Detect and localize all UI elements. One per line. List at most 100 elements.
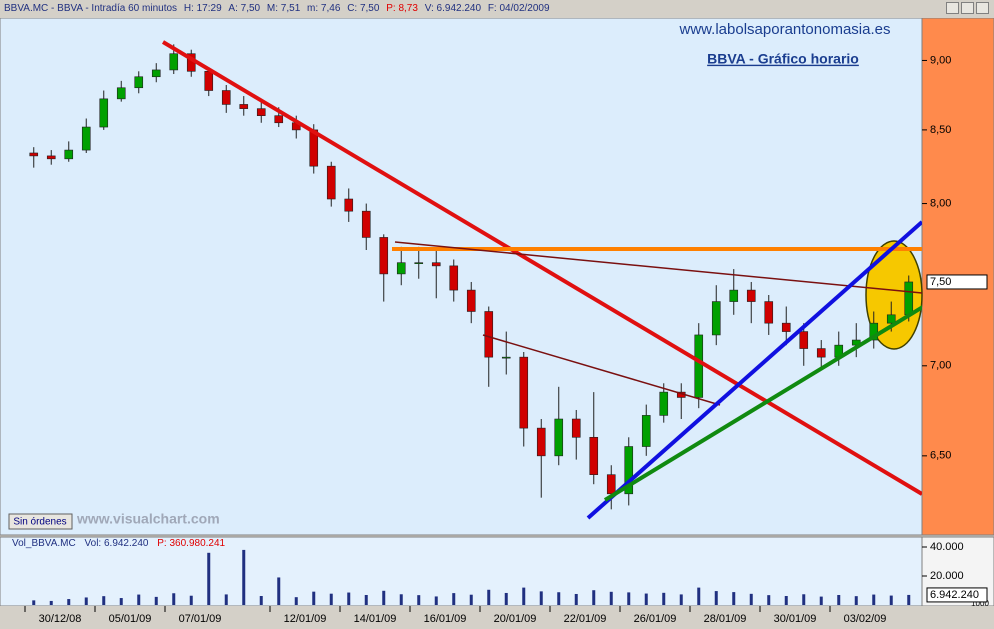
maximize-button[interactable] (961, 2, 974, 14)
x-tick-label: 07/01/09 (179, 613, 222, 625)
x-tick-label: 14/01/09 (354, 613, 397, 625)
volume-bar (714, 591, 718, 605)
volume-bar (697, 587, 701, 605)
header-bar: BBVA.MC - BBVA - Intradía 60 minutos H: … (0, 0, 994, 18)
x-tick-label: 28/01/09 (704, 613, 747, 625)
candle-body (256, 108, 266, 116)
volume-bar (119, 598, 123, 605)
volume-bar (67, 599, 71, 605)
y-tick-label: 40.000 (930, 541, 964, 553)
candle-body (519, 356, 529, 429)
volume-bar (819, 596, 823, 605)
volume-bar (382, 590, 386, 605)
trend-line (586, 220, 922, 520)
volume-bar (749, 593, 753, 605)
volume-bar (574, 593, 578, 605)
volume-bar (294, 597, 298, 605)
candle-body (326, 165, 336, 200)
volume-bar (347, 592, 351, 605)
volume-bar (242, 549, 246, 605)
x-tick-label: 16/01/09 (424, 613, 467, 625)
y-tick-label: 20.000 (930, 570, 964, 582)
volume-bar (277, 577, 281, 605)
candle-body (274, 115, 284, 124)
candle-body (764, 301, 774, 324)
candle-body (886, 314, 896, 324)
watermark-vendor: www.visualchart.com (76, 511, 220, 527)
volume-bar (732, 592, 736, 605)
trend-line (394, 241, 922, 294)
volume-scale: 1000 (971, 599, 989, 608)
candle-body (151, 69, 161, 78)
volume-bar (32, 600, 36, 605)
trend-line (603, 305, 922, 502)
watermark-site: www.labolsaporantonomasia.es (679, 21, 891, 38)
candle-body (484, 311, 494, 358)
minimize-button[interactable] (946, 2, 959, 14)
candle-body (799, 331, 809, 349)
volume-bar (259, 596, 263, 605)
volume-bar (592, 590, 596, 605)
x-tick-label: 22/01/09 (564, 613, 607, 625)
candle-body (361, 210, 371, 238)
volume-bar (889, 595, 893, 605)
volume-bar (137, 594, 141, 605)
trend-line (161, 40, 922, 496)
volume-bar (679, 594, 683, 605)
header-item: m: 7,46 (307, 3, 341, 14)
trend-line (482, 334, 721, 406)
candle-body (221, 90, 231, 105)
volume-bar (557, 592, 561, 605)
x-tick-label: 30/01/09 (774, 613, 817, 625)
candle-body (641, 415, 651, 447)
volume-bar (189, 595, 193, 605)
candle-body (904, 281, 914, 316)
candle-body (116, 87, 126, 100)
header-item: F: 04/02/2009 (487, 3, 550, 14)
volume-bar (452, 593, 456, 605)
orders-label: Sin órdenes (13, 517, 66, 528)
candle-body (606, 474, 616, 495)
volume-value: Vol: 6.942.240 (85, 538, 149, 549)
volume-bar (784, 596, 788, 605)
y-tick-label: 7,00 (930, 360, 951, 372)
volume-bar (627, 592, 631, 605)
last-value-box (926, 274, 988, 290)
volume-bar (207, 552, 211, 605)
candle-body (571, 418, 581, 438)
y-tick-label: 8,00 (930, 197, 951, 209)
candle-body (466, 289, 476, 312)
volume-bar (434, 596, 438, 605)
volume-bar (802, 594, 806, 605)
candle-body (169, 53, 179, 71)
candle-body (746, 289, 756, 302)
candle-body (81, 126, 91, 151)
x-tick-label: 05/01/09 (109, 613, 152, 625)
candle-body (99, 98, 109, 128)
header-item: H: 17:29 (183, 3, 222, 14)
orders-box (8, 513, 73, 530)
candle-body (781, 322, 791, 332)
candle-body (239, 104, 249, 109)
y-tick-label: 6,50 (930, 450, 951, 462)
candle-body (869, 322, 879, 341)
volume-bars (32, 549, 911, 605)
volume-bar (312, 591, 316, 605)
header-item: A: 7,50 (228, 3, 261, 14)
x-tick-label: 03/02/09 (844, 613, 887, 625)
candle-body (501, 356, 511, 359)
candle-body (204, 70, 214, 91)
volume-bar (102, 596, 106, 605)
candle-body (379, 237, 389, 275)
candles (29, 44, 914, 510)
volume-panel (0, 536, 923, 607)
volume-bar (487, 589, 491, 605)
volume-bar (767, 595, 771, 605)
candle-body (449, 265, 459, 291)
volume-bar (224, 594, 228, 605)
header-item: C: 7,50 (347, 3, 380, 14)
header-item: BBVA.MC - BBVA - Intradía 60 minutos (4, 3, 178, 14)
close-button[interactable] (976, 2, 989, 14)
candle-body (134, 76, 144, 89)
header-item: M: 7,51 (266, 3, 301, 14)
